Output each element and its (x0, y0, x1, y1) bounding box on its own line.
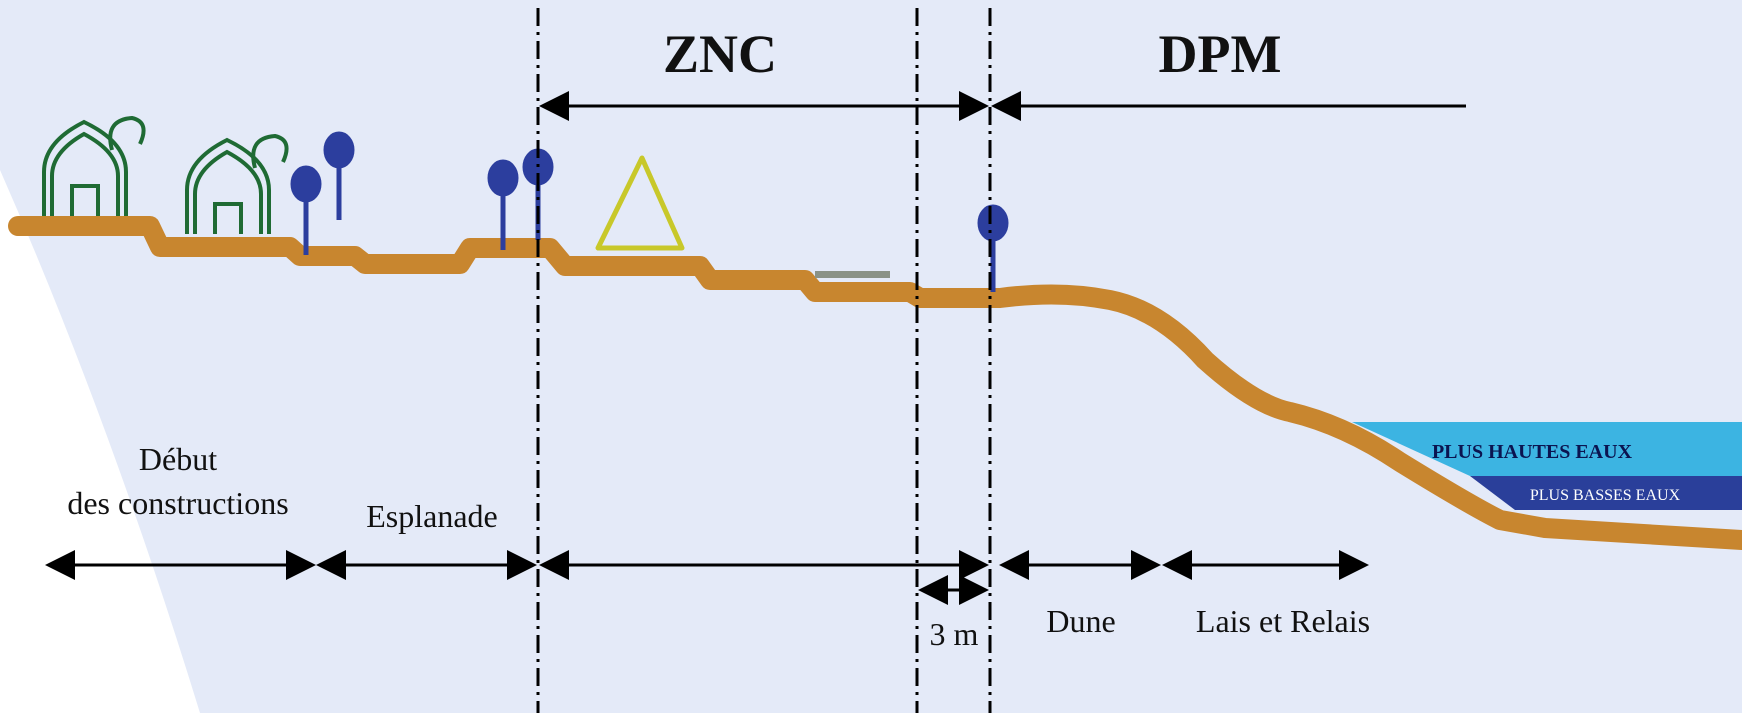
low-water-band (1470, 476, 1742, 510)
zone-boundaries (536, 8, 992, 713)
lais-label: Lais et Relais (1196, 603, 1370, 639)
esplanade-label: Esplanade (366, 498, 498, 534)
low-water-label: PLUS BASSES EAUX (1530, 487, 1681, 504)
three-m-label: 3 m (930, 616, 979, 652)
debut-label-line1: Début (139, 441, 217, 477)
debut-label-line2: des constructions (67, 485, 288, 521)
house-icon (42, 115, 146, 216)
dune-label: Dune (1046, 603, 1115, 639)
znc-label: ZNC (663, 24, 777, 84)
dpm-label: DPM (1159, 24, 1282, 84)
tent-icon (595, 155, 685, 251)
high-water-label: PLUS HAUTES EAUX (1432, 441, 1633, 463)
tree-icon (290, 165, 322, 255)
tree-icon (487, 159, 519, 250)
water-levels: PLUS HAUTES EAUX PLUS BASSES EAUX (1352, 422, 1742, 510)
house-icon (185, 133, 289, 234)
tree-icon (323, 131, 355, 220)
high-water-band (1352, 422, 1742, 476)
paved-strip (815, 271, 890, 278)
tree-icon (977, 204, 1009, 292)
ground-profile (8, 216, 1742, 550)
